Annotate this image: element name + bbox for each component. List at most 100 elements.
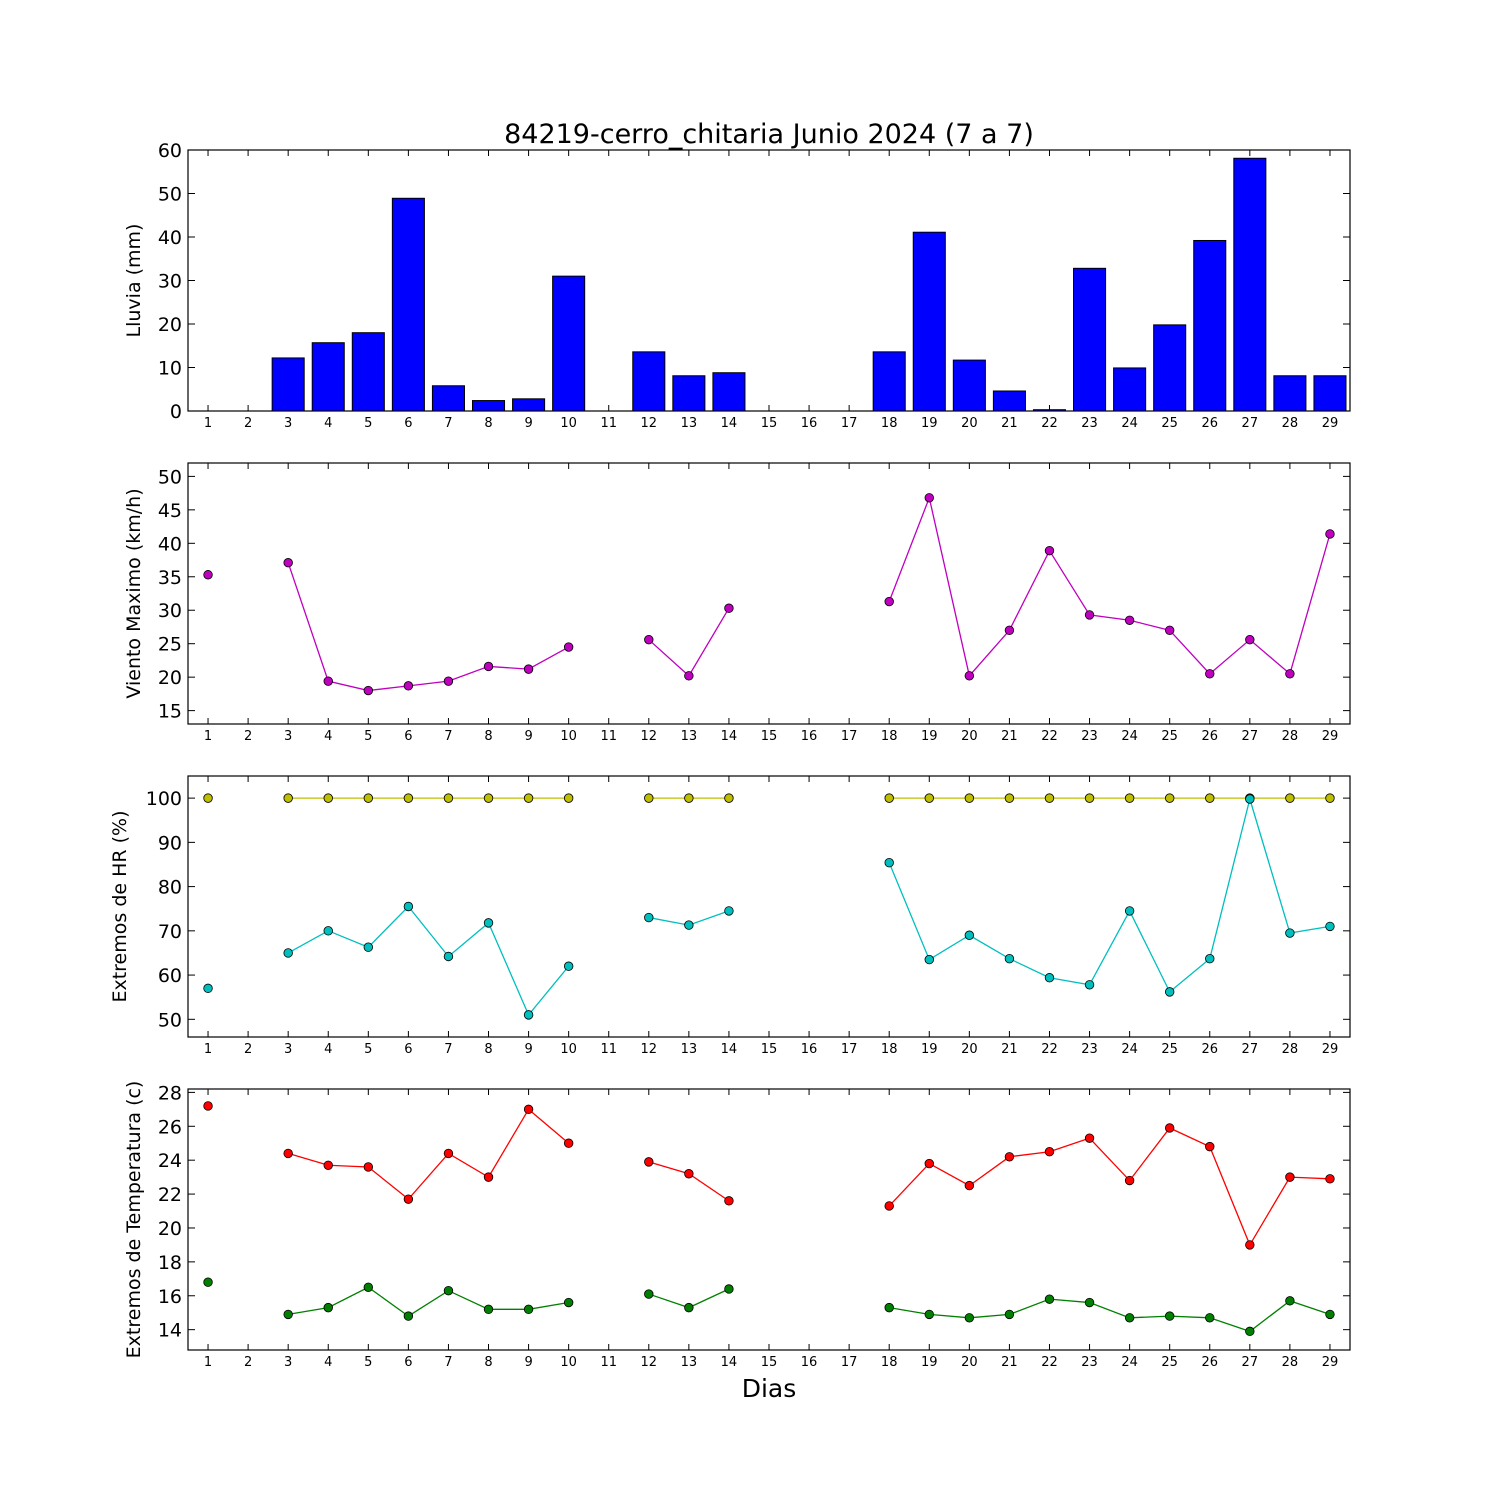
x-tick-label: 9 (524, 1355, 532, 1370)
x-tick-label: 27 (1242, 416, 1259, 431)
x-tick-label: 20 (961, 729, 978, 744)
x-tick-label: 14 (721, 729, 738, 744)
x-tick-label: 28 (1282, 1042, 1299, 1057)
series-0-point-day-26 (1205, 1141, 1215, 1152)
bar-day-3 (271, 357, 305, 412)
y-tick-label: 60 (158, 965, 182, 987)
series-0-point-day-24 (1124, 793, 1135, 803)
x-tick-label: 3 (284, 1042, 292, 1057)
x-tick-label: 6 (404, 1042, 412, 1057)
bar-day-22 (1032, 409, 1067, 412)
series-0-point-day-18 (884, 1201, 894, 1211)
x-tick-label: 1 (204, 416, 212, 431)
series-0-point-day-10 (563, 1138, 574, 1148)
series-0-point-day-18 (884, 793, 894, 803)
x-tick-label: 10 (560, 416, 577, 431)
x-tick-label: 25 (1161, 729, 1178, 744)
x-tick-label: 11 (600, 1355, 617, 1370)
y-tick-label: 35 (158, 567, 182, 589)
x-tick-label: 7 (444, 729, 452, 744)
x-tick-label: 26 (1201, 416, 1218, 431)
x-tick-label: 1 (204, 729, 212, 744)
series-1-point-day-7 (443, 951, 454, 962)
bar-day-27 (1233, 157, 1267, 412)
x-tick-label: 22 (1041, 416, 1058, 431)
series-0-point-day-4 (323, 1160, 333, 1170)
x-tick-label: 22 (1041, 729, 1058, 744)
series-0-point-day-6 (403, 1194, 414, 1204)
bar-day-24 (1113, 367, 1147, 412)
series-0-point-day-29 (1325, 529, 1335, 539)
y-tick-label: 40 (158, 533, 182, 555)
series-0-point-day-14 (724, 603, 734, 613)
bar-day-4 (311, 342, 345, 412)
x-tick-label: 26 (1201, 1042, 1218, 1057)
series-1-point-day-23 (1084, 980, 1095, 990)
x-tick-label: 3 (284, 729, 292, 744)
bar-day-12 (632, 351, 666, 412)
x-tick-label: 7 (444, 1042, 452, 1057)
x-tick-label: 24 (1121, 416, 1138, 431)
x-tick-label: 28 (1282, 729, 1299, 744)
series-0-point-day-29 (1325, 1174, 1335, 1184)
x-tick-label: 7 (444, 1355, 452, 1370)
x-tick-label: 6 (404, 1355, 412, 1370)
series-1-point-day-19 (924, 1309, 934, 1320)
x-tick-label: 24 (1121, 729, 1138, 744)
series-1-point-day-27 (1245, 794, 1255, 804)
y-axis-label: Extremos de Temperatura (c) (123, 1081, 145, 1359)
y-tick-label: 26 (158, 1116, 182, 1138)
x-tick-label: 2 (244, 729, 252, 744)
series-0-point-day-20 (964, 1180, 975, 1191)
x-tick-label: 5 (364, 1355, 372, 1370)
y-tick-label: 70 (158, 921, 182, 943)
series-0-point-day-23 (1084, 793, 1095, 803)
x-tick-label: 25 (1161, 1355, 1178, 1370)
series-0-point-day-24 (1124, 615, 1135, 625)
x-tick-label: 4 (324, 1355, 332, 1370)
y-tick-label: 18 (158, 1252, 182, 1274)
series-1-point-day-1 (203, 983, 213, 994)
x-tick-label: 8 (484, 729, 492, 744)
x-tick-label: 13 (681, 416, 698, 431)
x-tick-label: 1 (204, 1355, 212, 1370)
x-tick-label: 12 (641, 416, 658, 431)
x-tick-label: 12 (641, 1042, 658, 1057)
x-tick-label: 8 (484, 416, 492, 431)
x-tick-label: 10 (560, 1042, 577, 1057)
x-tick-label: 18 (881, 729, 898, 744)
y-tick-label: 25 (158, 634, 182, 656)
series-0-point-day-29 (1325, 793, 1335, 803)
series-1-point-day-25 (1164, 1311, 1175, 1321)
series-0-point-day-14 (724, 1196, 734, 1206)
x-tick-label: 3 (284, 1355, 292, 1370)
x-tick-label: 8 (484, 1355, 492, 1370)
series-0-point-day-1 (203, 1101, 213, 1111)
series-1-point-day-22 (1044, 1294, 1055, 1304)
bar-day-21 (992, 390, 1026, 412)
x-tick-label: 18 (881, 1042, 898, 1057)
series-1-point-day-27 (1245, 1326, 1255, 1337)
series-1-point-day-14 (724, 1284, 734, 1294)
y-tick-label: 14 (158, 1320, 182, 1342)
x-tick-label: 23 (1081, 729, 1098, 744)
series-0-point-day-5 (363, 685, 374, 696)
series-1-point-day-9 (523, 1010, 534, 1020)
y-tick-label: 45 (158, 500, 182, 522)
x-tick-label: 4 (324, 1042, 332, 1057)
x-tick-label: 17 (841, 1355, 858, 1370)
x-tick-label: 3 (284, 416, 292, 431)
bar-day-26 (1193, 239, 1227, 412)
series-0-point-day-22 (1044, 545, 1055, 556)
x-tick-label: 23 (1081, 1042, 1098, 1057)
series-1-point-day-1 (203, 1277, 213, 1287)
bar-day-14 (712, 372, 746, 412)
series-0-point-day-8 (483, 1172, 494, 1182)
series-1-point-day-26 (1205, 954, 1215, 964)
y-tick-label: 15 (158, 701, 182, 723)
x-tick-label: 16 (801, 416, 818, 431)
